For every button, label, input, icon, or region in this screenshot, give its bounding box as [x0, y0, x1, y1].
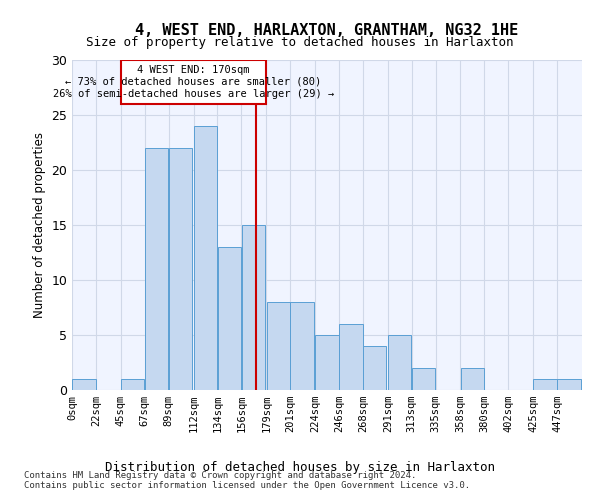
Bar	[242, 225, 265, 390]
Text: Contains HM Land Registry data © Crown copyright and database right 2024.
Contai: Contains HM Land Registry data © Crown c…	[24, 470, 470, 490]
Bar	[461, 368, 484, 390]
Text: Size of property relative to detached houses in Harlaxton: Size of property relative to detached ho…	[86, 36, 514, 49]
Bar	[533, 379, 557, 390]
Title: 4, WEST END, HARLAXTON, GRANTHAM, NG32 1HE: 4, WEST END, HARLAXTON, GRANTHAM, NG32 1…	[136, 23, 518, 38]
Bar	[557, 379, 581, 390]
Bar	[290, 302, 314, 390]
Bar	[582, 379, 600, 390]
Bar	[121, 379, 145, 390]
Bar	[388, 335, 412, 390]
Bar	[412, 368, 435, 390]
Y-axis label: Number of detached properties: Number of detached properties	[33, 132, 46, 318]
Bar	[218, 247, 241, 390]
Bar	[266, 302, 290, 390]
Bar	[316, 335, 338, 390]
FancyBboxPatch shape	[121, 60, 266, 104]
Bar	[72, 379, 95, 390]
Bar	[339, 324, 362, 390]
Text: Distribution of detached houses by size in Harlaxton: Distribution of detached houses by size …	[105, 461, 495, 474]
Text: 4 WEST END: 170sqm
← 73% of detached houses are smaller (80)
26% of semi-detache: 4 WEST END: 170sqm ← 73% of detached hou…	[53, 66, 334, 98]
Bar	[169, 148, 192, 390]
Bar	[363, 346, 386, 390]
Bar	[194, 126, 217, 390]
Bar	[145, 148, 169, 390]
